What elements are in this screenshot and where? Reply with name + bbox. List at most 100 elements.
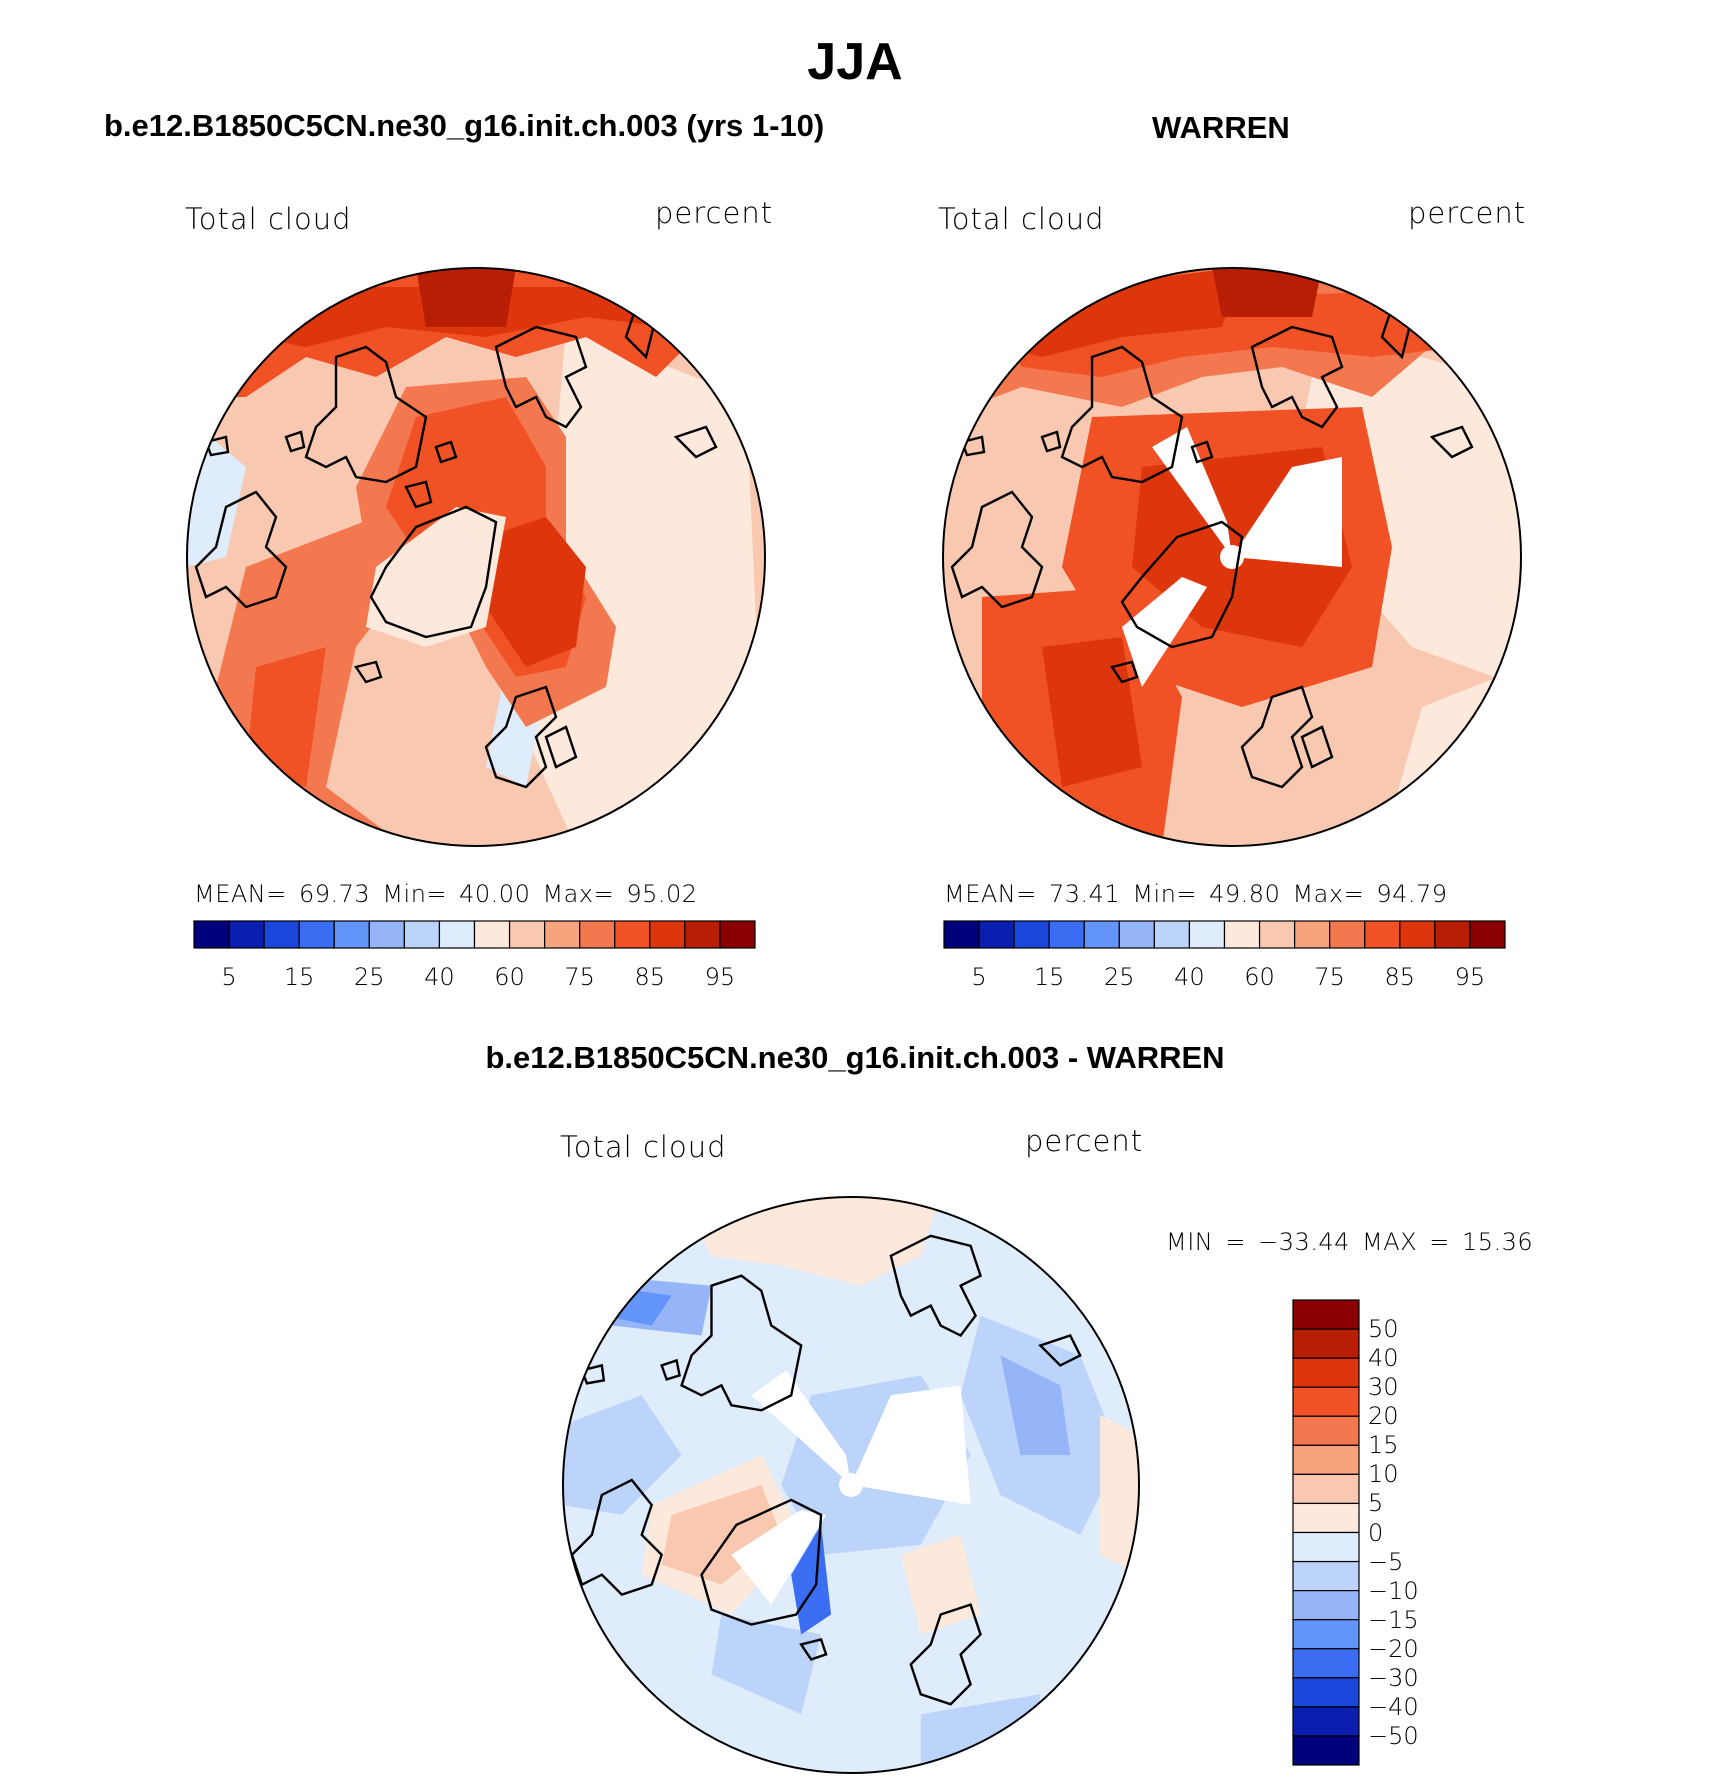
colorbar-tick-label: −5 [1368, 1547, 1404, 1576]
colorbar-box [1399, 920, 1436, 949]
colorbar-tick-label: 15 [1368, 1431, 1399, 1460]
colorbar-box [333, 920, 370, 949]
colorbar-box [1083, 920, 1120, 949]
colorbar-tick-label: 5 [1368, 1489, 1384, 1518]
colorbar-tick-label: −20 [1368, 1634, 1419, 1663]
panel-1-colorbar [193, 920, 756, 949]
colorbar-box [1292, 1677, 1360, 1708]
colorbar-tick-label: 75 [1314, 963, 1345, 991]
colorbar-tick-label: 85 [1384, 963, 1416, 991]
colorbar-box [614, 920, 651, 949]
colorbar-tick-label: −10 [1368, 1576, 1419, 1605]
colorbar-box [1294, 920, 1331, 949]
colorbar-box [1292, 1299, 1360, 1330]
colorbar-box [719, 920, 756, 949]
panel-3-title: b.e12.B1850C5CN.ne30_g16.init.ch.003 - W… [485, 1040, 1225, 1075]
colorbar-box [1292, 1735, 1360, 1766]
colorbar-tick-label: 85 [634, 963, 666, 991]
colorbar-box [438, 920, 476, 949]
colorbar-tick-label: 95 [704, 963, 736, 991]
panel-1-colorbar-ticks: 5 15 25 40 60 75 85 95 [0, 963, 1710, 997]
colorbar-box [1292, 1531, 1360, 1563]
colorbar-box [1292, 1357, 1360, 1388]
panel-2-colorbar-ticks: 5 15 25 40 60 75 85 95 [0, 963, 1710, 997]
colorbar-tick-label: 40 [1174, 963, 1205, 991]
panel-2-polar-map [942, 267, 1522, 847]
colorbar-box [1292, 1648, 1360, 1679]
panel-2-stats: MEAN= 73.41 Min= 49.80 Max= 94.79 [944, 880, 1448, 908]
colorbar-box [1048, 920, 1085, 949]
colorbar-box [649, 920, 686, 949]
colorbar-box [684, 920, 721, 949]
colorbar-tick-label: 30 [1368, 1373, 1399, 1402]
panel-1-stats: MEAN= 69.73 Min= 40.00 Max= 95.02 [194, 880, 698, 908]
colorbar-box [1292, 1444, 1360, 1475]
colorbar-tick-label: −40 [1368, 1692, 1419, 1721]
colorbar-box [263, 920, 300, 949]
panel-1-units-label: percent [655, 196, 774, 230]
colorbar-tick-label: 10 [1368, 1460, 1399, 1489]
colorbar-tick-label: −15 [1368, 1605, 1419, 1634]
colorbar-box [473, 920, 511, 949]
colorbar-box [1153, 920, 1191, 949]
colorbar-tick-label: −50 [1368, 1721, 1419, 1750]
colorbar-box [368, 920, 405, 949]
colorbar-tick-label: 50 [1368, 1315, 1399, 1344]
colorbar-box [298, 920, 335, 949]
panel-2-title: WARREN [1152, 110, 1290, 145]
panel-2-variable-label: Total cloud [938, 202, 1105, 236]
panel-1-polar-map [186, 267, 766, 847]
figure-title: JJA [807, 33, 903, 91]
colorbar-box [1292, 1619, 1360, 1650]
colorbar-box [1292, 1415, 1360, 1446]
colorbar-tick-label: 15 [1033, 963, 1065, 991]
panel-2-colorbar [943, 920, 1506, 949]
panel-3-units-label: percent [1025, 1124, 1144, 1158]
colorbar-tick-label: −30 [1368, 1663, 1419, 1692]
panel-3-colorbar [1292, 1299, 1360, 1766]
colorbar-box [1434, 920, 1471, 949]
colorbar-box [1188, 920, 1226, 949]
colorbar-tick-label: 95 [1454, 963, 1486, 991]
colorbar-box [544, 920, 581, 949]
colorbar-tick-label: 15 [283, 963, 315, 991]
colorbar-box [228, 920, 265, 949]
colorbar-box [978, 920, 1015, 949]
colorbar-box [943, 920, 980, 949]
colorbar-tick-label: 40 [424, 963, 455, 991]
colorbar-box [1292, 1590, 1360, 1621]
colorbar-box [1258, 920, 1296, 949]
colorbar-tick-label: 25 [1104, 963, 1135, 991]
panel-1-variable-label: Total cloud [185, 202, 352, 236]
colorbar-tick-label: 5 [221, 963, 237, 991]
colorbar-box [403, 920, 441, 949]
colorbar-box [508, 920, 546, 949]
panel-3-variable-label: Total cloud [560, 1130, 727, 1164]
colorbar-box [1292, 1560, 1360, 1592]
colorbar-tick-label: 0 [1368, 1518, 1384, 1547]
colorbar-tick-label: 60 [494, 963, 525, 991]
colorbar-box [1013, 920, 1050, 949]
colorbar-tick-label: 40 [1368, 1344, 1399, 1373]
colorbar-box [1364, 920, 1401, 949]
colorbar-tick-label: 60 [1244, 963, 1275, 991]
colorbar-box [1118, 920, 1155, 949]
colorbar-box [1329, 920, 1366, 949]
colorbar-box [1292, 1386, 1360, 1417]
colorbar-box [1223, 920, 1261, 949]
colorbar-tick-label: 25 [354, 963, 385, 991]
colorbar-tick-label: 75 [564, 963, 595, 991]
panel-3-polar-map [562, 1196, 1140, 1774]
colorbar-tick-label: 5 [971, 963, 987, 991]
colorbar-box [579, 920, 616, 949]
colorbar-box [1292, 1328, 1360, 1359]
colorbar-box [1469, 920, 1506, 949]
colorbar-box [193, 920, 230, 949]
colorbar-box [1292, 1502, 1360, 1534]
colorbar-tick-label: 20 [1368, 1402, 1399, 1431]
colorbar-box [1292, 1473, 1360, 1505]
colorbar-box [1292, 1706, 1360, 1737]
panel-3-stats: MIN = −33.44 MAX = 15.36 [1166, 1228, 1534, 1256]
panel-2-units-label: percent [1408, 196, 1527, 230]
panel-1-title: b.e12.B1850C5CN.ne30_g16.init.ch.003 (yr… [104, 108, 825, 143]
